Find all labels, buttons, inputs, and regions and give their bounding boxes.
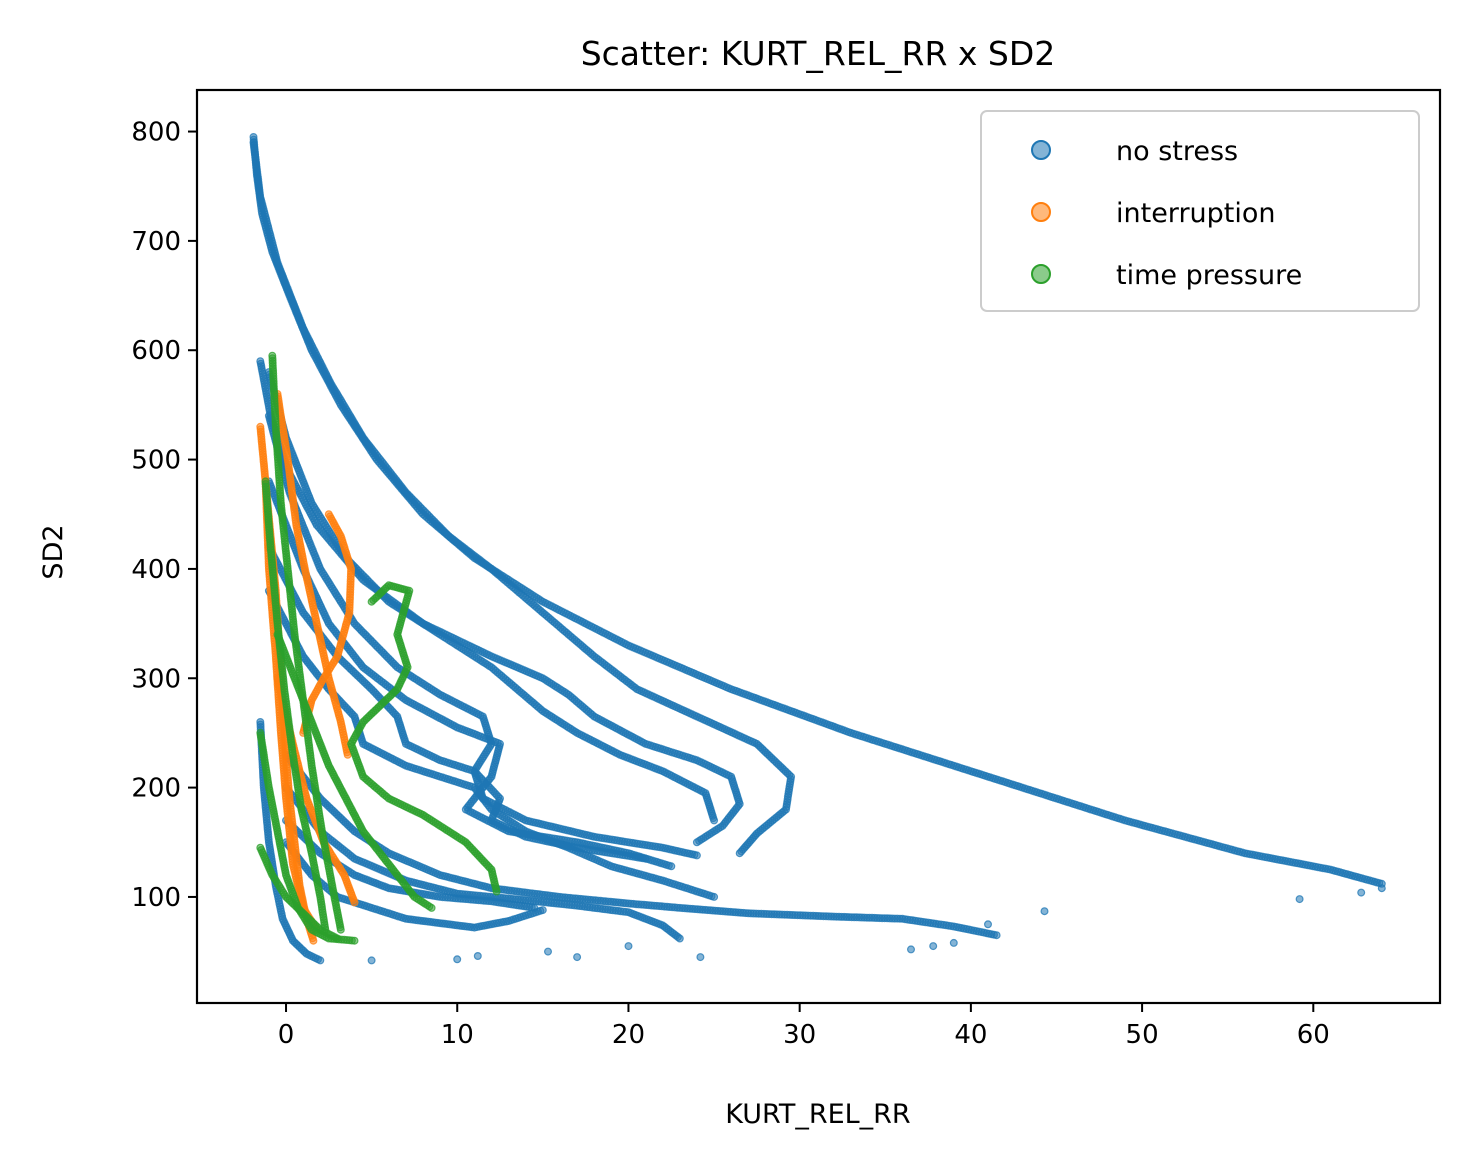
legend-marker — [1031, 140, 1051, 160]
data-point — [543, 947, 552, 956]
data-point — [696, 953, 705, 962]
data-point — [316, 956, 325, 965]
data-point — [641, 854, 650, 863]
chart-title: Scatter: KURT_REL_RR x SD2 — [581, 34, 1056, 73]
data-point — [333, 934, 342, 943]
x-tick-label: 40 — [954, 1020, 987, 1050]
y-tick-label: 800 — [131, 118, 181, 148]
y-axis: 100 200 300 400 500 600 700 800 — [131, 118, 197, 913]
x-axis: 0 10 20 30 40 50 60 — [278, 1003, 1330, 1050]
data-point — [350, 936, 359, 945]
legend-label: interruption — [1116, 198, 1276, 229]
data-point — [309, 936, 318, 945]
x-tick-label: 60 — [1297, 1020, 1330, 1050]
y-tick-label: 600 — [131, 336, 181, 366]
data-point — [692, 851, 701, 860]
legend-marker — [1031, 202, 1051, 222]
data-point — [427, 903, 436, 912]
legend-label: time pressure — [1116, 260, 1302, 291]
x-tick-label: 50 — [1126, 1020, 1159, 1050]
x-tick-label: 30 — [783, 1020, 816, 1050]
x-tick-label: 0 — [278, 1020, 295, 1050]
x-axis-label: KURT_REL_RR — [725, 1099, 910, 1130]
y-tick-label: 300 — [131, 664, 181, 694]
data-point — [983, 920, 992, 929]
data-point — [538, 906, 547, 915]
data-point — [492, 887, 501, 896]
y-axis-label: SD2 — [38, 524, 69, 579]
data-point — [692, 838, 701, 847]
y-tick-label: 700 — [131, 227, 181, 257]
legend-marker — [1031, 264, 1051, 284]
data-point — [350, 898, 359, 907]
y-tick-label: 200 — [131, 774, 181, 804]
data-point — [929, 942, 938, 951]
data-point — [710, 892, 719, 901]
data-point — [675, 934, 684, 943]
y-tick-label: 100 — [131, 883, 181, 913]
x-tick-label: 20 — [612, 1020, 645, 1050]
data-point — [1357, 888, 1366, 897]
data-point — [1377, 884, 1386, 893]
data-point — [1040, 907, 1049, 916]
data-point — [710, 816, 719, 825]
data-point — [453, 955, 462, 964]
data-point — [906, 945, 915, 954]
data-point — [1295, 895, 1304, 904]
data-point — [336, 925, 345, 934]
data-point — [949, 938, 958, 947]
legend-label: no stress — [1116, 136, 1238, 167]
data-point — [367, 956, 376, 965]
data-point — [992, 931, 1001, 940]
data-point — [735, 849, 744, 858]
x-tick-label: 10 — [441, 1020, 474, 1050]
data-point — [473, 951, 482, 960]
plot-area — [249, 133, 1386, 965]
legend: no stress interruption time pressure — [980, 110, 1420, 312]
data-point — [624, 942, 633, 951]
data-point — [573, 953, 582, 962]
data-point — [667, 862, 676, 871]
y-tick-label: 400 — [131, 555, 181, 585]
y-tick-label: 500 — [131, 446, 181, 476]
